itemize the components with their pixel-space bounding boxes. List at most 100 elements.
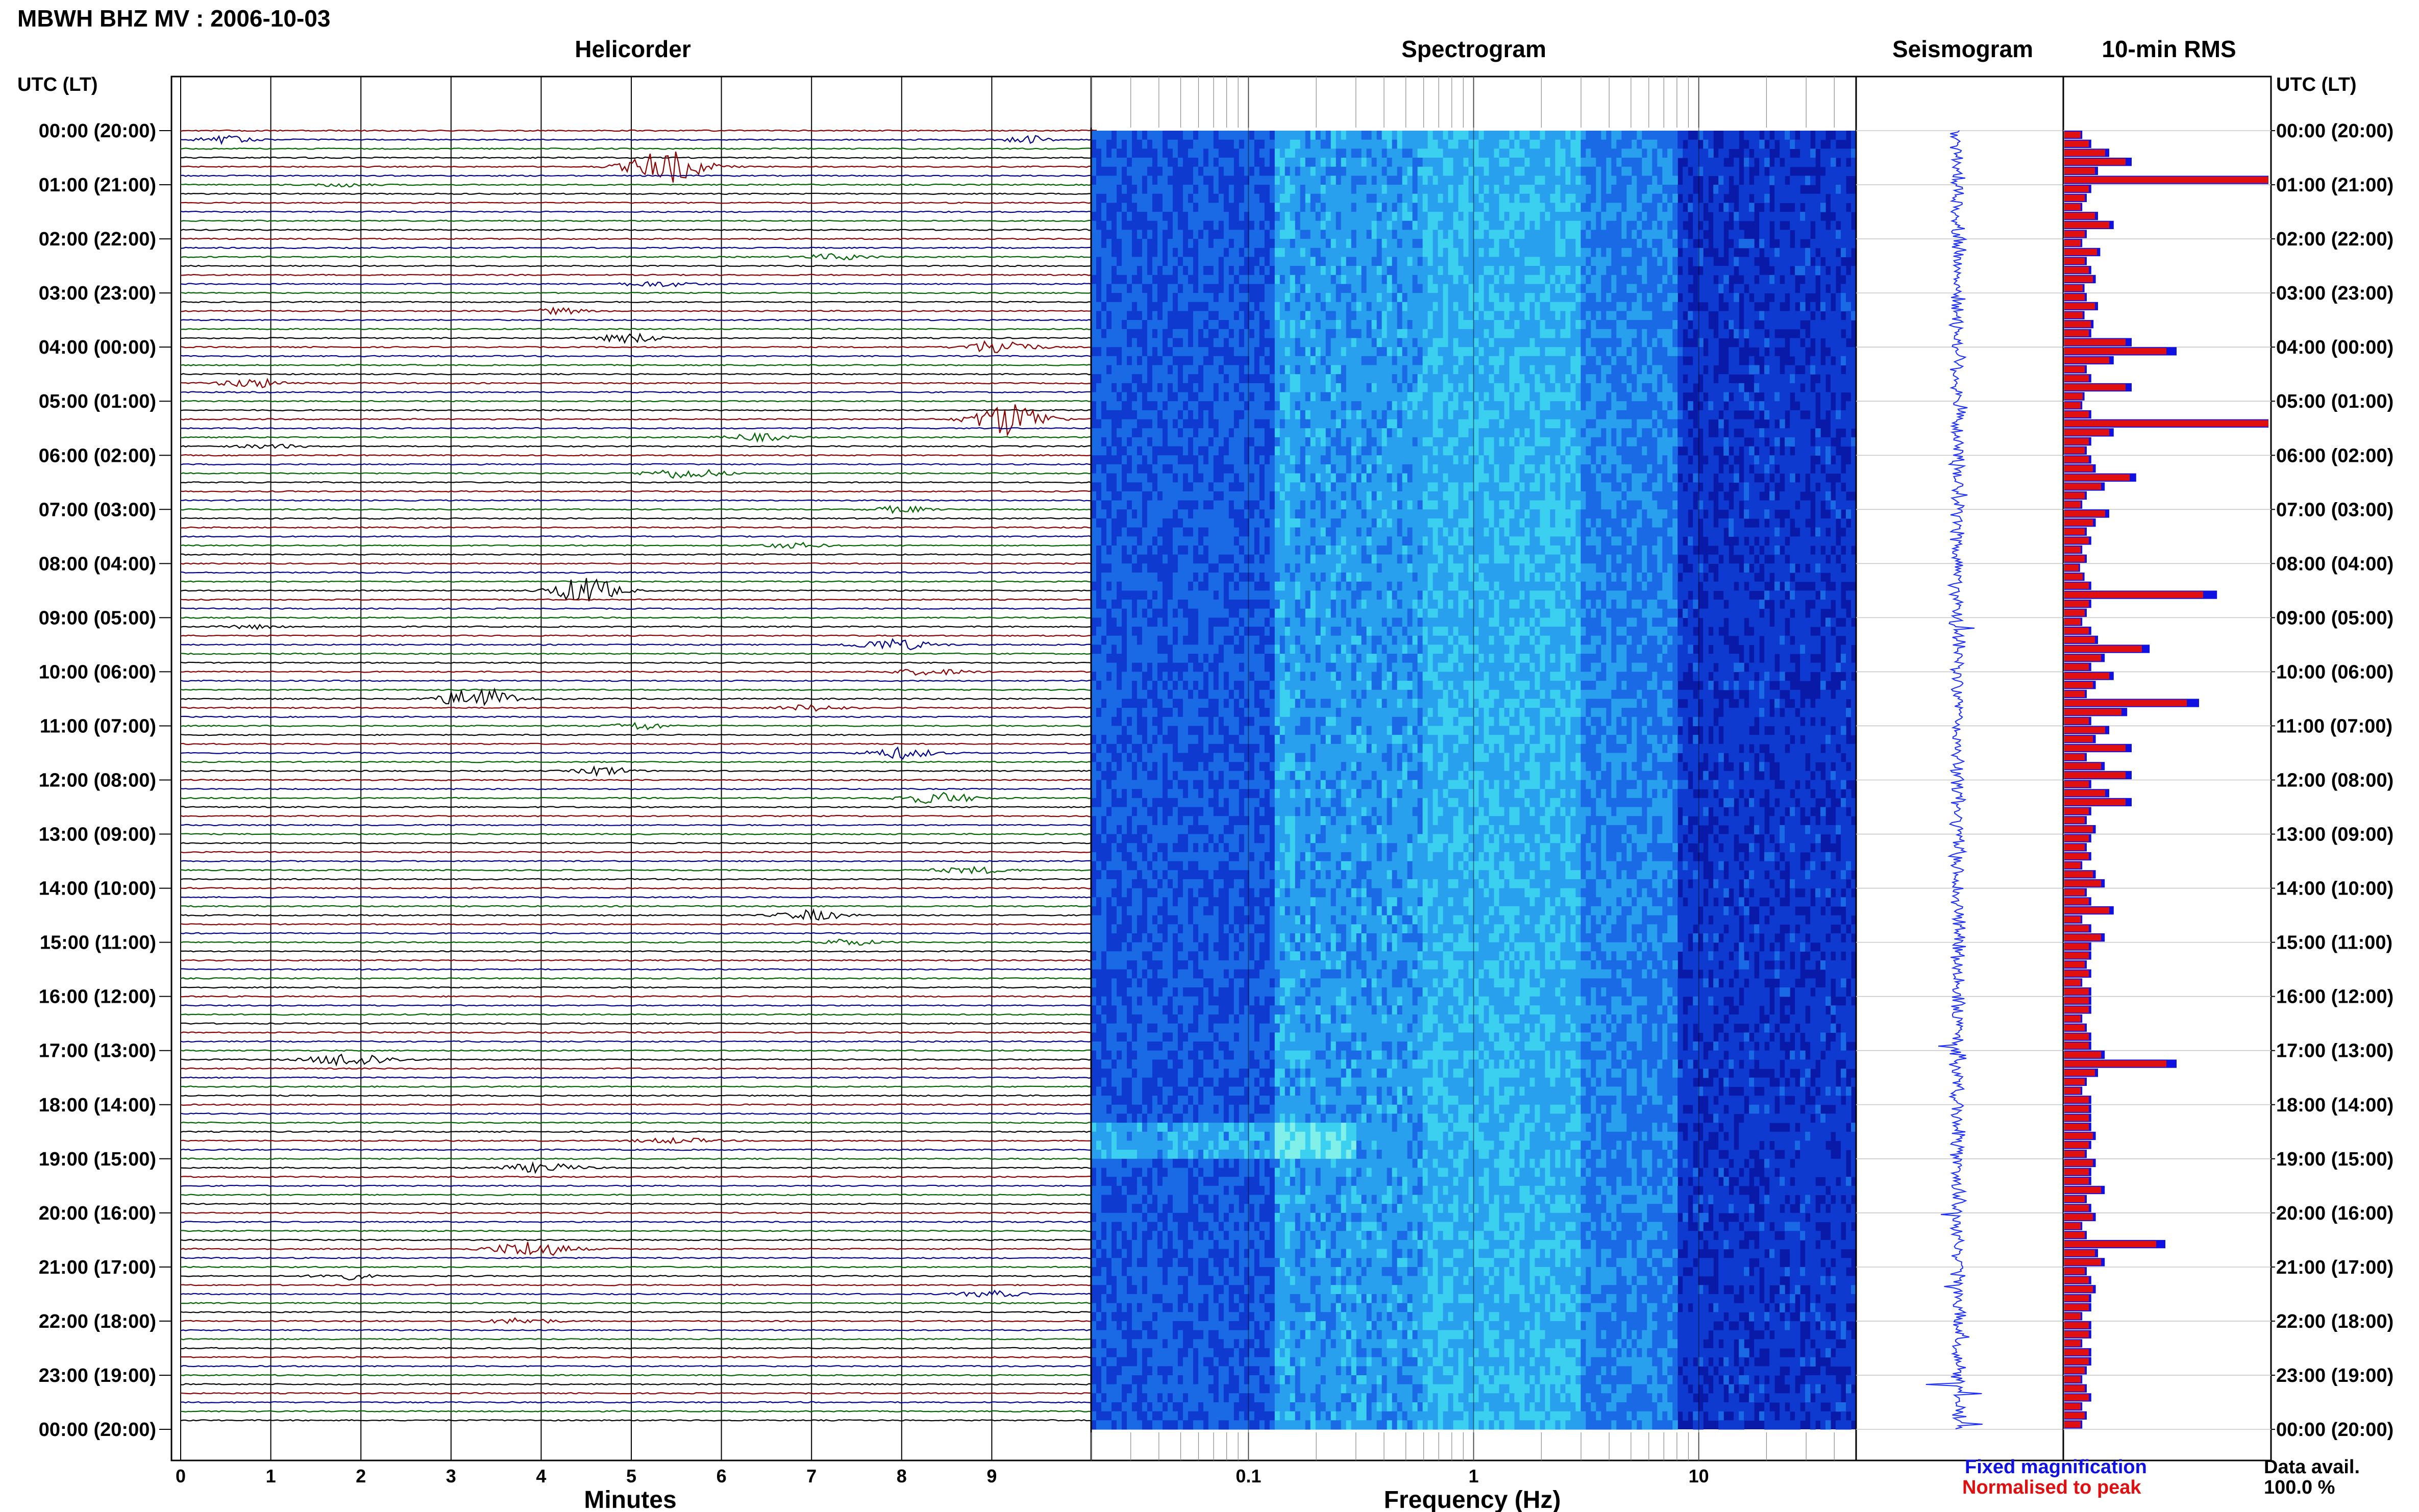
spectrogram-cell bbox=[1137, 220, 1143, 230]
spectrogram-cell bbox=[1647, 365, 1652, 375]
spectrogram-cell bbox=[1744, 428, 1749, 438]
spectrogram-cell bbox=[1137, 247, 1143, 258]
spectrogram-cell bbox=[1545, 220, 1550, 230]
spectrogram-cell bbox=[1376, 131, 1383, 140]
spectrogram-cell bbox=[1581, 365, 1586, 375]
spectrogram-cell bbox=[1198, 166, 1204, 176]
spectrogram-cell bbox=[1279, 293, 1286, 303]
spectrogram-cell bbox=[1555, 320, 1561, 330]
spectrogram-cell bbox=[1162, 131, 1168, 140]
spectrogram-cell bbox=[1463, 220, 1469, 230]
spectrogram-cell bbox=[1137, 185, 1143, 194]
spectrogram-cell bbox=[1244, 185, 1250, 194]
spectrogram-cell bbox=[1626, 148, 1632, 158]
spectrogram-cell bbox=[1637, 311, 1642, 320]
spectrogram-cell bbox=[1703, 410, 1709, 420]
spectrogram-cell bbox=[1157, 185, 1163, 194]
spectrogram-cell bbox=[1106, 284, 1112, 293]
spectrogram-cell bbox=[1422, 139, 1428, 149]
spectrogram-cell bbox=[1412, 338, 1418, 348]
spectrogram-cell bbox=[1754, 193, 1760, 203]
spectrogram-cell bbox=[1591, 410, 1596, 420]
spectrogram-cell bbox=[1366, 383, 1372, 393]
spectrogram-cell bbox=[1417, 356, 1423, 366]
spectrogram-cell bbox=[1652, 131, 1658, 140]
spectrogram-cell bbox=[1427, 230, 1434, 239]
spectrogram-cell bbox=[1519, 185, 1525, 194]
spectrogram-cell bbox=[1233, 230, 1240, 239]
spectrogram-cell bbox=[1657, 392, 1663, 402]
helicorder-title: Helicorder bbox=[575, 36, 691, 62]
spectrogram-cell bbox=[1611, 338, 1617, 348]
spectrogram-cell bbox=[1616, 176, 1622, 185]
spectrogram-cell bbox=[1203, 329, 1209, 339]
spectrogram-cell bbox=[1325, 302, 1331, 312]
spectrogram-cell bbox=[1790, 374, 1795, 384]
spectrogram-cell bbox=[1626, 230, 1632, 239]
spectrogram-cell bbox=[1228, 356, 1235, 366]
spectrogram-cell bbox=[1177, 166, 1183, 176]
spectrogram-cell bbox=[1157, 293, 1163, 303]
spectrogram-cell bbox=[1774, 383, 1780, 393]
spectrogram-cell bbox=[1581, 230, 1586, 239]
spectrogram-cell bbox=[1642, 338, 1647, 348]
spectrogram-cell bbox=[1239, 419, 1245, 429]
spectrogram-cell bbox=[1555, 148, 1561, 158]
spectrogram-cell bbox=[1279, 239, 1286, 249]
spectrogram-cell bbox=[1535, 419, 1540, 429]
spectrogram-cell bbox=[1667, 374, 1673, 384]
helicorder-trace bbox=[180, 833, 1097, 835]
spectrogram-cell bbox=[1249, 230, 1255, 239]
spectrogram-cell bbox=[1422, 247, 1428, 258]
spectrogram-cell bbox=[1453, 203, 1459, 212]
spectrogram-cell bbox=[1213, 338, 1219, 348]
spectrogram-cell bbox=[1325, 158, 1331, 167]
spectrogram-cell bbox=[1708, 131, 1714, 140]
spectrogram-cell bbox=[1117, 176, 1122, 185]
spectrogram-cell bbox=[1611, 247, 1617, 258]
spectrogram-cell bbox=[1621, 293, 1627, 303]
spectrogram-cell bbox=[1591, 257, 1596, 266]
spectrogram-cell bbox=[1662, 131, 1668, 140]
spectrogram-cell bbox=[1305, 166, 1311, 176]
spectrogram-cell bbox=[1101, 131, 1107, 140]
spectrogram-cell bbox=[1096, 275, 1102, 285]
spectrogram-cell bbox=[1096, 139, 1102, 149]
spectrogram-cell bbox=[1330, 275, 1337, 285]
spectrogram-cell bbox=[1091, 212, 1097, 221]
spectrogram-cell bbox=[1193, 275, 1199, 285]
spectrogram-cell bbox=[1800, 220, 1806, 230]
spectrogram-cell bbox=[1524, 131, 1530, 140]
spectrogram-cell bbox=[1698, 419, 1704, 429]
spectrogram-cell bbox=[1841, 230, 1846, 239]
spectrogram-cell bbox=[1759, 220, 1765, 230]
spectrogram-cell bbox=[1642, 185, 1647, 194]
spectrogram-cell bbox=[1596, 320, 1601, 330]
spectrogram-cell bbox=[1468, 139, 1474, 149]
spectrogram-cell bbox=[1167, 284, 1173, 293]
spectrogram-cell bbox=[1769, 275, 1775, 285]
spectrogram-cell bbox=[1688, 176, 1693, 185]
spectrogram-cell bbox=[1713, 401, 1719, 411]
spectrogram-cell bbox=[1519, 311, 1525, 320]
spectrogram-cell bbox=[1805, 212, 1811, 221]
spectrogram-cell bbox=[1147, 220, 1153, 230]
spectrogram-cell bbox=[1478, 347, 1485, 357]
spectrogram-cell bbox=[1463, 311, 1469, 320]
spectrogram-cell bbox=[1499, 203, 1505, 212]
spectrogram-cell bbox=[1494, 338, 1500, 348]
spectrogram-cell bbox=[1499, 239, 1505, 249]
spectrogram-cell bbox=[1228, 239, 1235, 249]
spectrogram-cell bbox=[1223, 275, 1229, 285]
spectrogram-cell bbox=[1433, 275, 1439, 285]
spectrogram-cell bbox=[1478, 247, 1485, 258]
spectrogram-cell bbox=[1489, 239, 1495, 249]
spectrogram-cell bbox=[1167, 365, 1173, 375]
spectrogram-cell bbox=[1422, 419, 1428, 429]
spectrogram-cell bbox=[1387, 131, 1393, 140]
spectrogram-cell bbox=[1800, 176, 1806, 185]
spectrogram-cell bbox=[1112, 401, 1117, 411]
spectrogram-cell bbox=[1106, 401, 1112, 411]
spectrogram-cell bbox=[1193, 338, 1199, 348]
spectrogram-cell bbox=[1805, 230, 1811, 239]
